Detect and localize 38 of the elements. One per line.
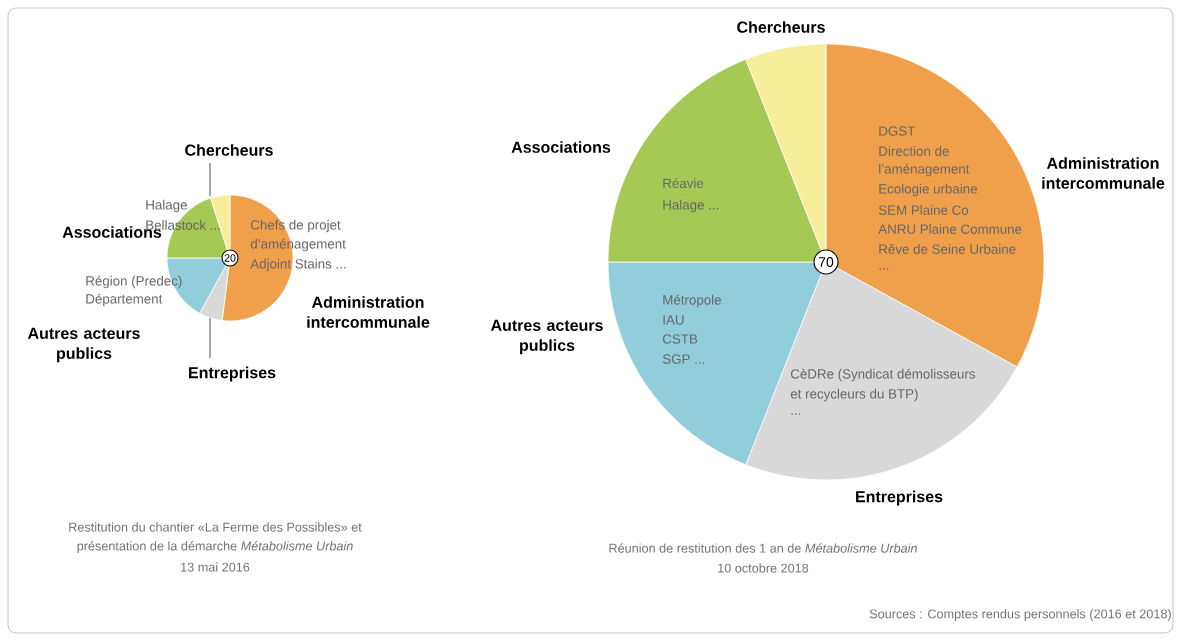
text: ANRU Plaine Commune (878, 224, 1022, 234)
text: Ecologie urbaine (879, 183, 977, 197)
slice-label: Entreprises (856, 490, 943, 506)
slice-label: Administration intercommunale (307, 296, 430, 328)
text: Département (86, 293, 163, 307)
text: 10 octobre 2018 (718, 563, 809, 573)
text: Métropole (663, 294, 721, 308)
text: et recycleurs du BTP) (790, 388, 918, 402)
slice-label: Autres acteurs publics (27, 327, 140, 363)
text: ... (879, 268, 889, 270)
text: 20 (224, 254, 236, 262)
text: Réavie (663, 178, 704, 188)
text: SGP ... (662, 354, 705, 364)
text: Halage ... (663, 199, 719, 213)
text: IAU (663, 315, 684, 325)
slice-label: Administration intercommunale (1042, 157, 1165, 189)
text: ... (791, 413, 801, 415)
text: Adjoint Stains ... (250, 258, 346, 272)
slice-label: Autres acteurs publics (490, 319, 603, 355)
slice-label: Associations (511, 141, 611, 153)
text: 70 (818, 257, 834, 267)
text: Halage (146, 199, 187, 213)
text: 13 mai 2016 (181, 562, 250, 572)
text: l’aménagement (879, 163, 970, 177)
slice-label: Chercheurs (185, 144, 273, 156)
text: Chefs de projet (250, 219, 341, 233)
text: présentation de la démarche Métabolisme Urbain (77, 541, 353, 553)
slice-label: Chercheurs (737, 21, 825, 33)
text: Rêve de Seine Urbaine (879, 244, 1016, 254)
text: CèDRe (Syndicat démolisseurs (790, 368, 976, 382)
text: SEM Plaine Co (878, 205, 969, 215)
slice-label: Entreprises (189, 366, 276, 382)
text: Réunion de restitution des 1 an de Métabolisme Urbain (609, 543, 917, 553)
text: DGST (879, 126, 916, 136)
text: Restitution du chantier «La Ferme des Possibles» et (69, 522, 362, 532)
text: Direction de (879, 146, 949, 156)
text: CSTB (662, 334, 698, 344)
source-note: Sources : Comptes rendus personnels (2016 et 2018) (869, 609, 1171, 621)
